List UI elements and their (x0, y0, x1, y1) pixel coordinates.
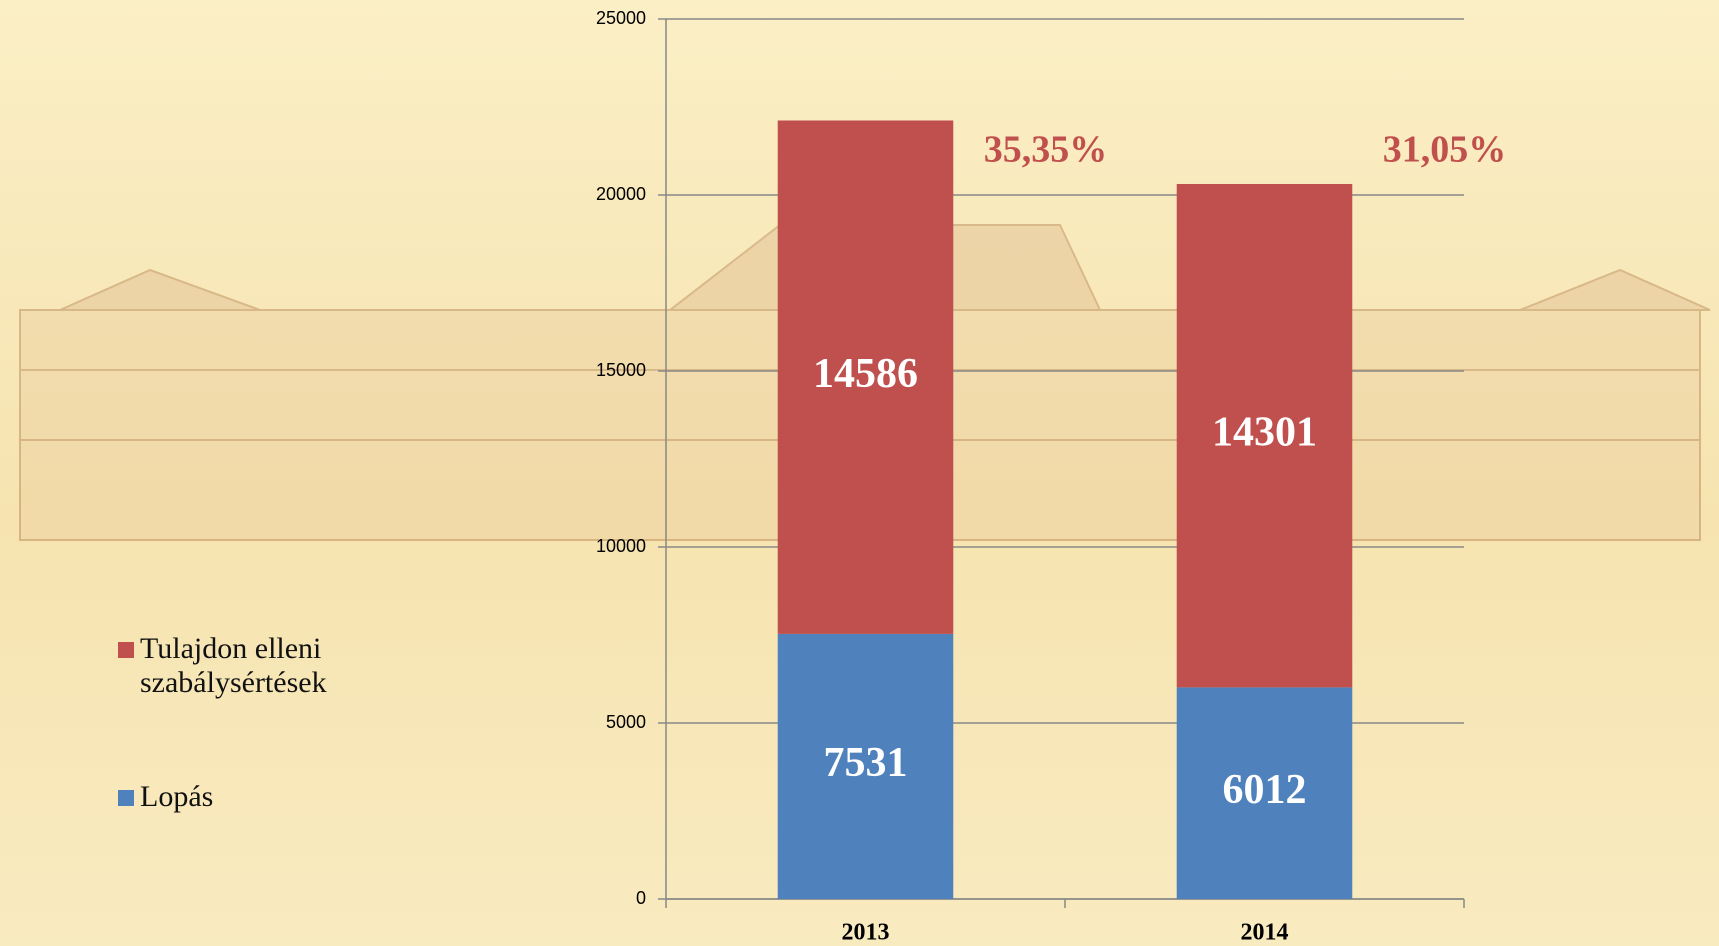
y-tick-label: 15000 (596, 360, 646, 380)
y-tick-label: 10000 (596, 536, 646, 556)
y-tick-label: 25000 (596, 8, 646, 28)
bar-segment (1176, 687, 1353, 899)
legend-label: Tulajdon elleni szabálysértések (140, 632, 327, 699)
data-label: 14586 (813, 351, 918, 397)
annotation: 35,35% (984, 129, 1108, 171)
data-label: 7531 (824, 740, 908, 786)
data-label: 14301 (1212, 409, 1317, 455)
legend-swatch (118, 642, 134, 658)
bar-segment (777, 120, 954, 634)
legend-label: Lopás (140, 780, 214, 813)
legend-item: Tulajdon elleni szabálysértések (118, 632, 378, 700)
legend-item: Lopás (118, 780, 213, 814)
x-tick-label: 2013 (842, 920, 890, 946)
y-tick-label: 5000 (606, 712, 646, 732)
bar-segment (777, 633, 954, 899)
bar-segment (1176, 183, 1353, 688)
x-tick-label: 2014 (1241, 920, 1289, 946)
annotation: 31,05% (1383, 129, 1507, 171)
y-tick-label: 0 (636, 888, 646, 908)
legend-swatch (118, 790, 134, 806)
data-label: 6012 (1223, 767, 1307, 813)
y-tick-label: 20000 (596, 184, 646, 204)
